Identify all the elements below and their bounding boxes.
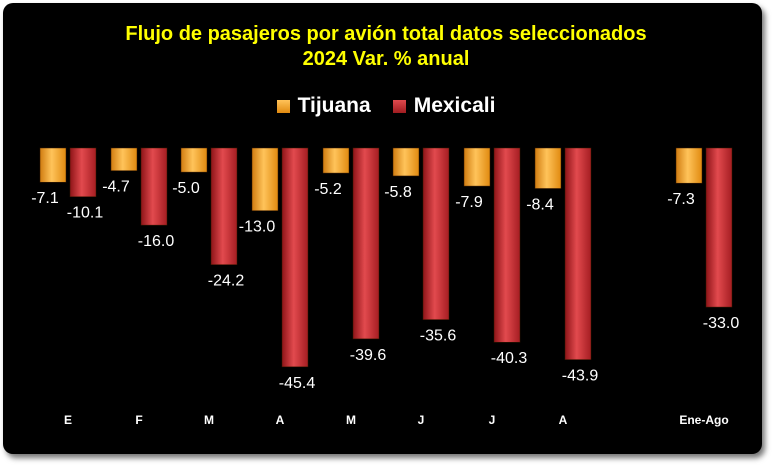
legend-label-mexicali: Mexicali [413,94,496,117]
x-tick-label-2: M [204,413,214,427]
data-label-tijuana-1: -4.7 [102,179,130,196]
bar-tijuana-7 [534,147,562,189]
legend-label-tijuana: Tijuana [297,94,371,117]
x-axis-tick-labels: E F M A M J J A Ene-Ago [64,413,729,427]
bar-mexicali-8 [705,147,733,308]
bar-mexicali-7 [564,147,592,360]
data-label-mexicali-2: -24.2 [208,273,245,290]
bar-mexicali-5 [422,147,450,320]
data-label-tijuana-8: -7.3 [667,191,695,208]
bar-mexicali-6 [493,147,521,343]
bar-mexicali-2 [210,147,238,265]
chart-background [3,3,762,454]
legend-item-mexicali: Mexicali [392,94,496,118]
bar-tijuana-2 [180,147,208,173]
legend-item-tijuana: Tijuana [276,94,371,118]
data-label-mexicali-1: -16.0 [138,233,175,250]
bar-tijuana-0 [39,147,67,183]
data-label-tijuana-6: -7.9 [455,194,483,211]
bar-tijuana-4 [322,147,350,174]
data-label-tijuana-4: -5.2 [314,181,342,198]
data-label-mexicali-3: -45.4 [279,375,316,392]
data-label-tijuana-2: -5.0 [172,180,200,197]
legend-swatch-tijuana [276,99,290,113]
bar-mexicali-0 [69,147,97,197]
x-tick-label-4: M [346,413,356,427]
bar-mexicali-1 [140,147,168,226]
x-tick-label-8: Ene-Ago [679,413,728,427]
data-label-mexicali-4: -39.6 [350,347,387,364]
x-tick-label-0: E [64,413,72,427]
data-label-tijuana-3: -13.0 [239,219,276,236]
x-tick-label-3: A [276,413,285,427]
bar-tijuana-1 [110,147,138,171]
bar-mexicali-3 [281,147,309,368]
bar-mexicali-4 [352,147,380,340]
bar-tijuana-5 [392,147,420,177]
data-label-tijuana-7: -8.4 [526,196,554,213]
bar-tijuana-8 [675,147,703,184]
data-label-tijuana-5: -5.8 [384,184,412,201]
chart-legend: Tijuana Mexicali [0,94,772,118]
data-label-mexicali-5: -35.6 [420,328,457,345]
legend-swatch-mexicali [392,99,406,113]
data-label-tijuana-0: -7.1 [31,190,59,207]
data-label-mexicali-6: -40.3 [491,350,528,367]
data-labels-layer: -7.1 -4.7 -5.0 -13.0 -5.2 -5.8 -7.9 -8.4 -7.3 -10… [31,179,739,392]
x-tick-label-6: J [489,413,496,427]
bar-tijuana-3 [251,147,279,211]
x-tick-label-5: J [418,413,425,427]
chart-title: Flujo de pasajeros por avión total datos… [0,22,772,72]
data-label-mexicali-8: -33.0 [703,315,740,332]
x-tick-label-7: A [559,413,568,427]
bars-layer [39,147,733,368]
x-tick-label-1: F [135,413,142,427]
data-label-mexicali-0: -10.1 [67,205,104,222]
bar-tijuana-6 [463,147,491,187]
chart-title-line1: Flujo de pasajeros por avión total datos… [125,23,647,45]
data-label-mexicali-7: -43.9 [562,368,599,385]
chart-title-line2: 2024 Var. % anual [302,48,470,70]
